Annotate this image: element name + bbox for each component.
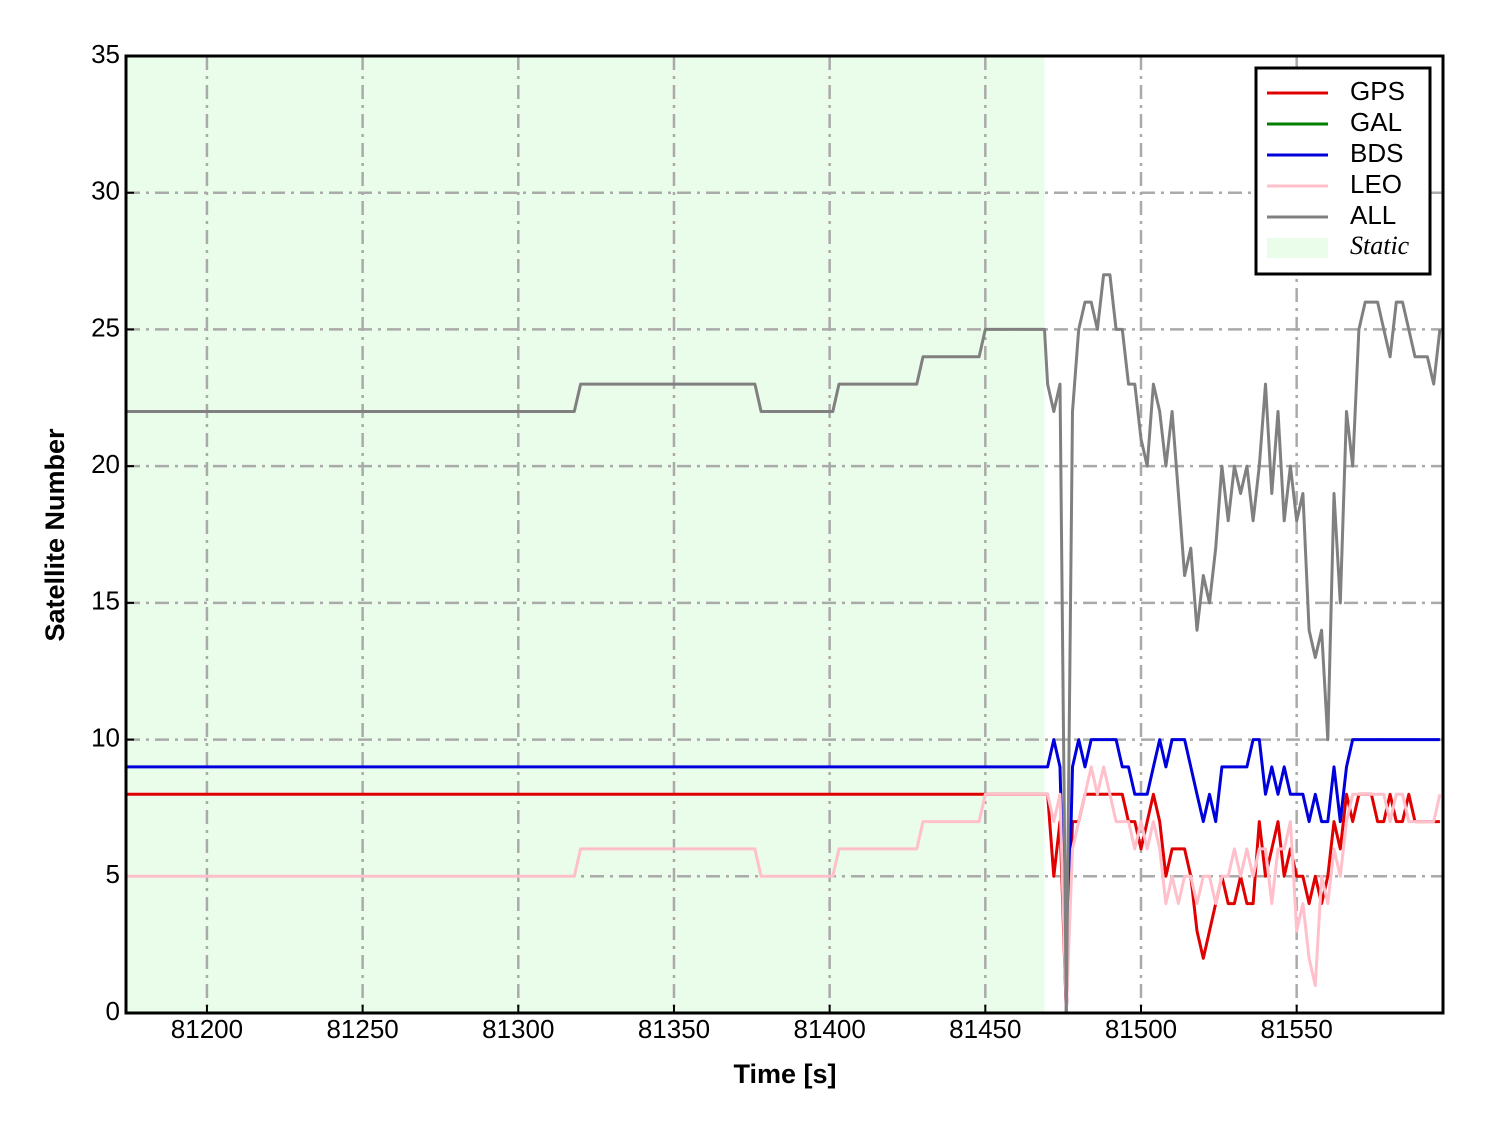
- legend-label: BDS: [1350, 138, 1403, 168]
- legend-label: GAL: [1350, 107, 1402, 137]
- x-tick-label: 81450: [949, 1014, 1021, 1044]
- series-line: [126, 738, 1440, 1015]
- y-axis-label: Satellite Number: [40, 428, 70, 642]
- y-tick-label: 5: [106, 859, 120, 889]
- y-tick-label: 10: [91, 722, 120, 752]
- x-tick-label: 81300: [482, 1014, 554, 1044]
- x-tick-label: 81500: [1105, 1014, 1177, 1044]
- shaded-region: [126, 56, 1045, 1013]
- y-tick-label: 25: [91, 312, 120, 342]
- y-tick-label: 30: [91, 176, 120, 206]
- legend-label: ALL: [1350, 200, 1396, 230]
- x-tick-label: 81200: [171, 1014, 243, 1044]
- legend-label: GPS: [1350, 76, 1405, 106]
- y-tick-label: 0: [106, 996, 120, 1026]
- x-tick-label: 81550: [1261, 1014, 1333, 1044]
- x-tick-label: 81400: [793, 1014, 865, 1044]
- x-axis-label: Time [s]: [733, 1059, 836, 1089]
- y-tick-label: 20: [91, 449, 120, 479]
- legend-swatch: [1267, 238, 1328, 258]
- legend-label: Static: [1350, 231, 1410, 260]
- series-line: [126, 765, 1442, 1015]
- plot-frame: [124, 54, 1445, 1015]
- x-tick-label: 81350: [638, 1014, 710, 1044]
- series-line: [126, 273, 1442, 1015]
- y-tick-label: 15: [91, 586, 120, 616]
- x-tick-label: 81250: [326, 1014, 398, 1044]
- y-tick-label: 35: [91, 39, 120, 69]
- legend-label: LEO: [1350, 169, 1402, 199]
